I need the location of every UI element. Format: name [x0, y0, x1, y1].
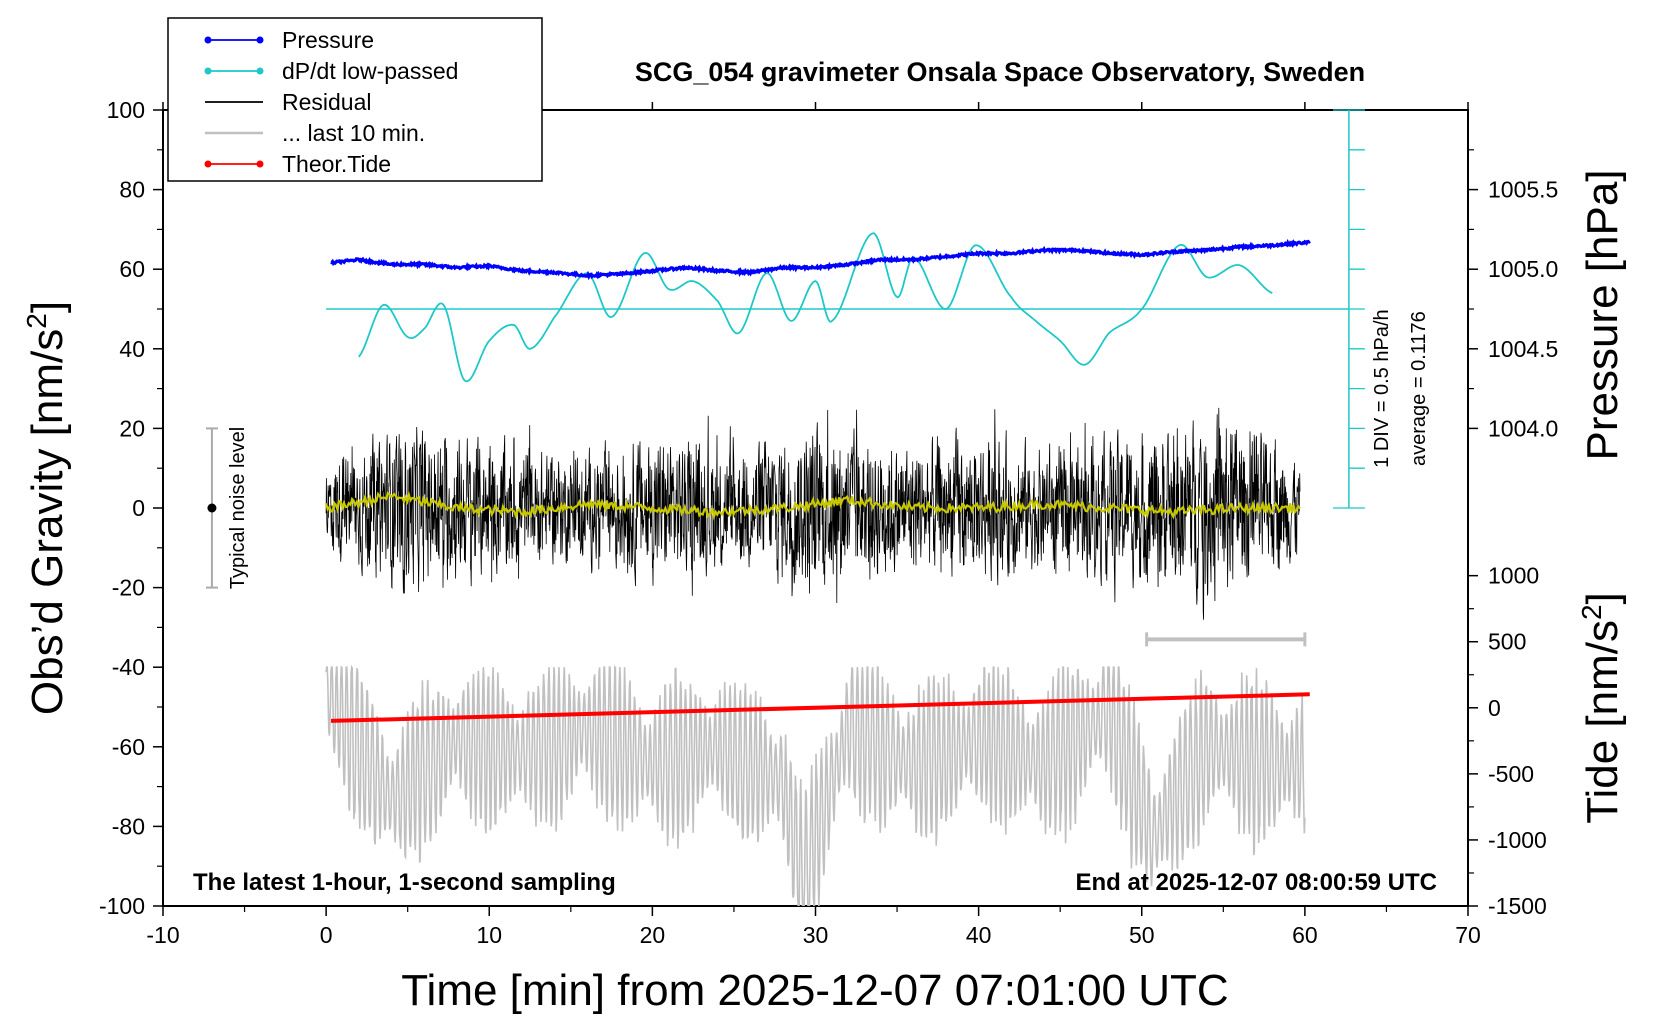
noise-center-dot — [207, 503, 217, 513]
noise-label: Typical noise level — [227, 427, 249, 589]
y-tick-label: -60 — [112, 734, 145, 760]
x-tick-label: 30 — [803, 922, 829, 948]
pressure-line — [330, 238, 1311, 281]
legend-box — [167, 17, 543, 182]
y-tick-label: 80 — [119, 177, 145, 203]
x-tick-label: 60 — [1292, 922, 1318, 948]
dpdt-average-label: average = 0.1176 — [1408, 311, 1430, 466]
y-tick-label: 0 — [132, 495, 145, 521]
legend-marker — [256, 160, 264, 168]
x-tick-label: 50 — [1129, 922, 1155, 948]
y-tick-label: -80 — [112, 813, 145, 839]
pressure-tick-label: 1005.5 — [1488, 177, 1558, 203]
legend-marker — [256, 36, 264, 44]
y-tick-label: 40 — [119, 336, 145, 362]
y-tick-label: -20 — [112, 575, 145, 601]
legend-label: dP/dt low-passed — [282, 58, 458, 84]
legend: Pressure dP/dt low-passed Residual ... last… — [167, 17, 543, 182]
legend-label: Theor.Tide — [282, 151, 391, 177]
x-tick-label: 40 — [966, 922, 992, 948]
legend-label: Pressure — [282, 27, 374, 53]
x-tick-label: 0 — [320, 922, 333, 948]
x-tick-label: 20 — [640, 922, 666, 948]
legend-marker — [204, 36, 212, 44]
residual-series — [325, 407, 1301, 620]
y-axis-title-tide: Tide [nm/s2] — [1576, 592, 1627, 824]
pressure-tick-label: 1004.5 — [1488, 336, 1558, 362]
y-tick-label: -100 — [99, 893, 145, 919]
dpdt-lowpassed-series — [326, 232, 1349, 383]
dpdt-line — [358, 232, 1273, 383]
x-axis-title: Time [min] from 2025-12-07 07:01:00 UTC — [401, 966, 1228, 1015]
legend-marker — [204, 67, 212, 75]
y-tick-label: 20 — [119, 415, 145, 441]
legend-label: Residual — [282, 89, 372, 115]
tide-tick-label: 0 — [1488, 695, 1501, 721]
theor-tide-line — [330, 692, 1310, 723]
y-tick-label: 60 — [119, 256, 145, 282]
last-10-min-line — [325, 664, 1306, 906]
x-tick-label: -10 — [146, 922, 179, 948]
legend-marker — [256, 67, 264, 75]
dpdt-scale-label: 1 DIV = 0.5 hPa/h — [1371, 309, 1393, 467]
tide-tick-label: 1000 — [1488, 563, 1539, 589]
residual-line — [325, 407, 1301, 620]
axes: -10 0 10 20 30 40 50 60 70100806040200-20-40-60-… — [99, 97, 1558, 948]
last-10-min-series — [325, 664, 1306, 906]
pressure-tick-label: 1004.0 — [1488, 415, 1558, 441]
annotations: 1 DIV = 0.5 hPa/h average = 0.1176 Typical… — [205, 109, 1430, 647]
smoothed-residual-series — [325, 490, 1301, 521]
bottom-right-note: End at 2025-12-07 08:00:59 UTC — [1076, 869, 1438, 896]
pressure-tick-label: 1005.0 — [1488, 256, 1558, 282]
x-tick-label: 10 — [476, 922, 502, 948]
legend-label: ... last 10 min. — [282, 120, 425, 146]
y-tick-label: 100 — [107, 97, 145, 123]
pressure-series — [330, 238, 1311, 281]
y-tick-label: -40 — [112, 654, 145, 680]
tide-tick-label: 500 — [1488, 629, 1526, 655]
legend-marker — [204, 160, 212, 168]
theor-tide-series — [330, 692, 1310, 723]
x-tick-label: 70 — [1455, 922, 1481, 948]
y-axis-title-pressure: Pressure [hPa] — [1578, 169, 1627, 460]
tide-tick-label: -500 — [1488, 761, 1534, 787]
smoothed-residual-line — [325, 490, 1301, 521]
bottom-left-note: The latest 1-hour, 1-second sampling — [193, 869, 616, 896]
tide-tick-label: -1500 — [1488, 893, 1547, 919]
chart-title: SCG_054 gravimeter Onsala Space Observat… — [635, 57, 1365, 87]
tide-tick-label: -1000 — [1488, 827, 1547, 853]
y-axis-title-left: Obs’d Gravity [nm/s2] — [21, 301, 72, 715]
